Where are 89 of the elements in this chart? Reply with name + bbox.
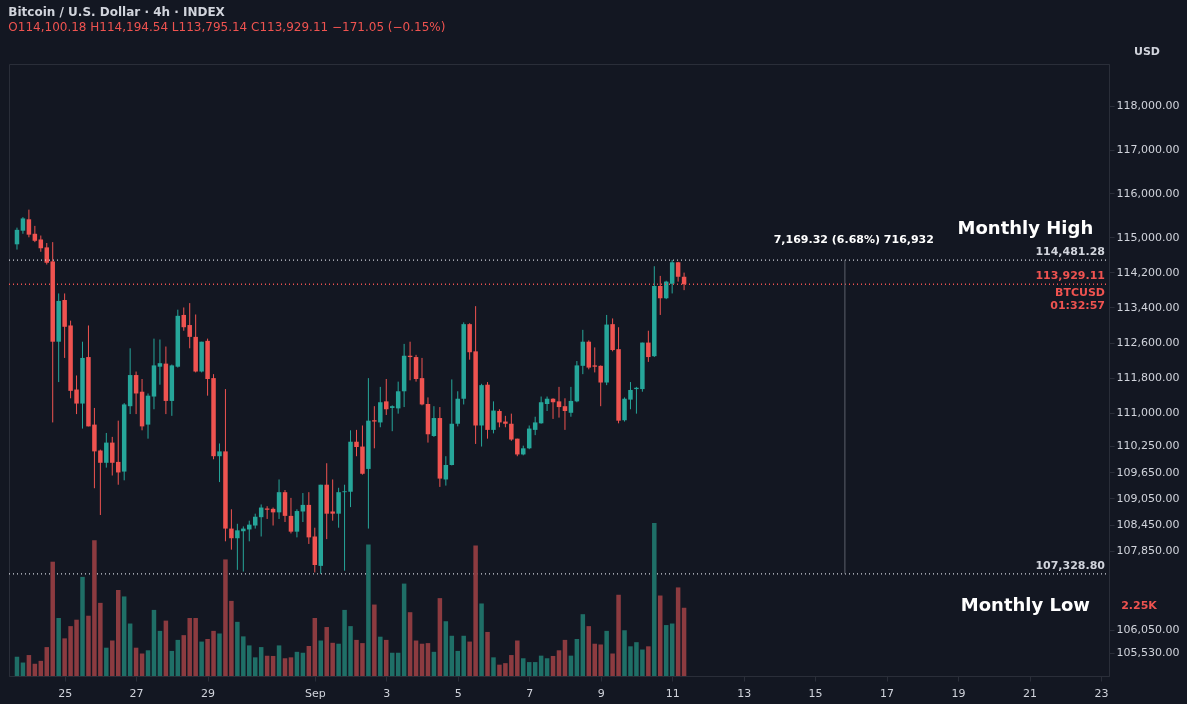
candlestick (264, 505, 270, 520)
bar (658, 595, 663, 676)
x-tick-label: 5 (454, 686, 462, 700)
bar (288, 657, 294, 676)
annotation: BTCUSD (1055, 286, 1105, 300)
annotation: 01:32:57 (1050, 299, 1105, 313)
y-tick-label: 109,650.00 (1116, 465, 1180, 479)
candlestick (532, 416, 538, 436)
bar (56, 618, 61, 676)
x-tick-label: 11 (665, 686, 680, 700)
bar (646, 646, 651, 676)
candlestick (26, 209, 32, 238)
ref-line-label: 114,481.28 (1035, 245, 1105, 259)
chart-subtitle: O114,100.18 H114,194.54 L113,795.14 C113,929.11 −171.05 (−0.15%) (8, 20, 446, 34)
candlestick (104, 432, 109, 469)
x-tick-label: 17 (880, 686, 895, 700)
y-tick-label: 115,000.00 (1116, 230, 1180, 244)
chart-title: Bitcoin / U.S. Dollar · 4h · INDEX (8, 5, 226, 19)
y-tick-label: 111,000.00 (1116, 406, 1180, 420)
candlestick (98, 449, 103, 516)
bar (199, 641, 204, 676)
x-tick-label: 15 (808, 686, 823, 700)
x-tick-label: 23 (1094, 686, 1109, 700)
y-tick-label: 108,450.00 (1116, 518, 1180, 532)
x-tick-label: 21 (1023, 686, 1038, 700)
candlestick (294, 508, 300, 538)
annotation: 7,169.32 (6.68%) 716,932 (773, 233, 934, 247)
candlestick (288, 497, 294, 534)
bar (104, 647, 109, 676)
candlestick (336, 487, 341, 529)
x-tick-label: 9 (597, 686, 605, 700)
bar (544, 658, 550, 676)
x-tick-label: Sep (304, 686, 326, 700)
y-tick-label: 110,250.00 (1116, 439, 1180, 453)
y-tick-label: 118,000.00 (1116, 99, 1180, 113)
y-tick-label: 112,600.00 (1116, 336, 1180, 350)
bar (366, 544, 371, 676)
candlestick (229, 508, 234, 551)
y-tick-label: 116,000.00 (1116, 186, 1180, 200)
bar (604, 630, 609, 676)
candlestick (646, 330, 651, 363)
candlestick (491, 400, 496, 434)
candlestick (282, 489, 288, 523)
candlestick (389, 404, 395, 432)
ref-line-label: 107,328.80 (1035, 558, 1106, 572)
annotation: Monthly Low (960, 593, 1090, 615)
bar (378, 636, 383, 676)
text: 2.25K (1121, 598, 1158, 612)
candlestick (669, 259, 675, 294)
candlestick (556, 386, 562, 419)
bar (652, 523, 657, 676)
bar (217, 633, 222, 676)
x-tick-label: 3 (383, 686, 391, 700)
bar (318, 640, 323, 676)
candlestick (354, 429, 359, 457)
candlestick (384, 378, 389, 416)
bar (479, 603, 484, 676)
y-tick-label: 106,050.00 (1116, 623, 1180, 637)
x-tick-label: 7 (526, 686, 534, 700)
y-tick-label: 107,850.00 (1116, 544, 1180, 558)
x-tick-label: 27 (129, 686, 144, 700)
y-tick-label: 105,530.00 (1116, 646, 1180, 660)
candlestick (378, 386, 383, 428)
bar (491, 657, 496, 676)
candlestick (217, 442, 222, 483)
y-tick-label: 117,000.00 (1116, 143, 1180, 157)
y-tick-label: 113,400.00 (1116, 300, 1180, 314)
text: USD (1134, 45, 1160, 58)
y-tick-label: 114,200.00 (1116, 265, 1180, 279)
candlestick (372, 405, 377, 449)
bar (276, 645, 282, 676)
candlestick (562, 397, 568, 431)
x-tick-label: 25 (58, 686, 73, 700)
candlestick (568, 386, 574, 418)
y-tick-label: 111,800.00 (1116, 371, 1180, 385)
bar (384, 639, 389, 676)
bar (145, 650, 151, 676)
bar (372, 604, 377, 676)
candlestick (157, 339, 163, 386)
x-tick-label: 19 (951, 686, 966, 700)
annotation: Monthly High (957, 217, 1094, 239)
x-tick-label: 29 (201, 686, 216, 700)
bar (485, 631, 490, 676)
bar (556, 650, 562, 676)
ref-line-label: 113,929.11 (1035, 269, 1105, 283)
bar (282, 658, 288, 676)
bar (80, 576, 85, 676)
x-tick-label: 13 (737, 686, 752, 700)
y-tick-label: 109,050.00 (1116, 491, 1180, 505)
